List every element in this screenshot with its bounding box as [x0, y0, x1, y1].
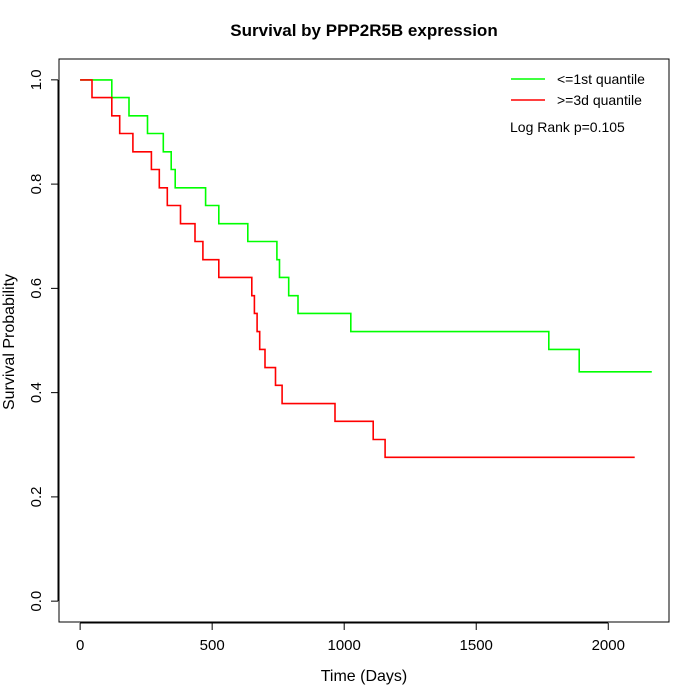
y-axis-label: Survival Probability	[1, 274, 18, 410]
y-axis: 0.0 0.2 0.4 0.6 0.8 1.0	[28, 69, 59, 612]
legend-label: >=3d quantile	[557, 92, 642, 108]
survival-curve-1	[80, 79, 652, 373]
x-axis: 0 500 1000 1500 2000	[76, 622, 625, 654]
y-tick-label: 0.4	[28, 382, 45, 403]
x-tick-label: 1000	[328, 637, 361, 654]
x-tick-label: 2000	[592, 637, 625, 654]
log-rank-annotation: Log Rank p=0.105	[510, 119, 625, 135]
survival-curve-2	[80, 79, 635, 459]
x-axis-label: Time (Days)	[321, 668, 408, 685]
y-tick-label: 0.8	[28, 174, 45, 195]
legend-label: <=1st quantile	[557, 71, 645, 87]
x-tick-label: 0	[76, 637, 84, 654]
y-tick-label: 0.2	[28, 486, 45, 507]
y-tick-label: 0.6	[28, 278, 45, 299]
series-layer	[80, 79, 652, 459]
chart-title: Survival by PPP2R5B expression	[230, 21, 497, 40]
plot-frame	[58, 58, 670, 623]
y-tick-label: 0.0	[28, 591, 45, 612]
x-tick-label: 1500	[460, 637, 493, 654]
legend: <=1st quantile >=3d quantile	[511, 71, 645, 108]
y-tick-label: 1.0	[28, 69, 45, 90]
x-tick-label: 500	[200, 637, 225, 654]
